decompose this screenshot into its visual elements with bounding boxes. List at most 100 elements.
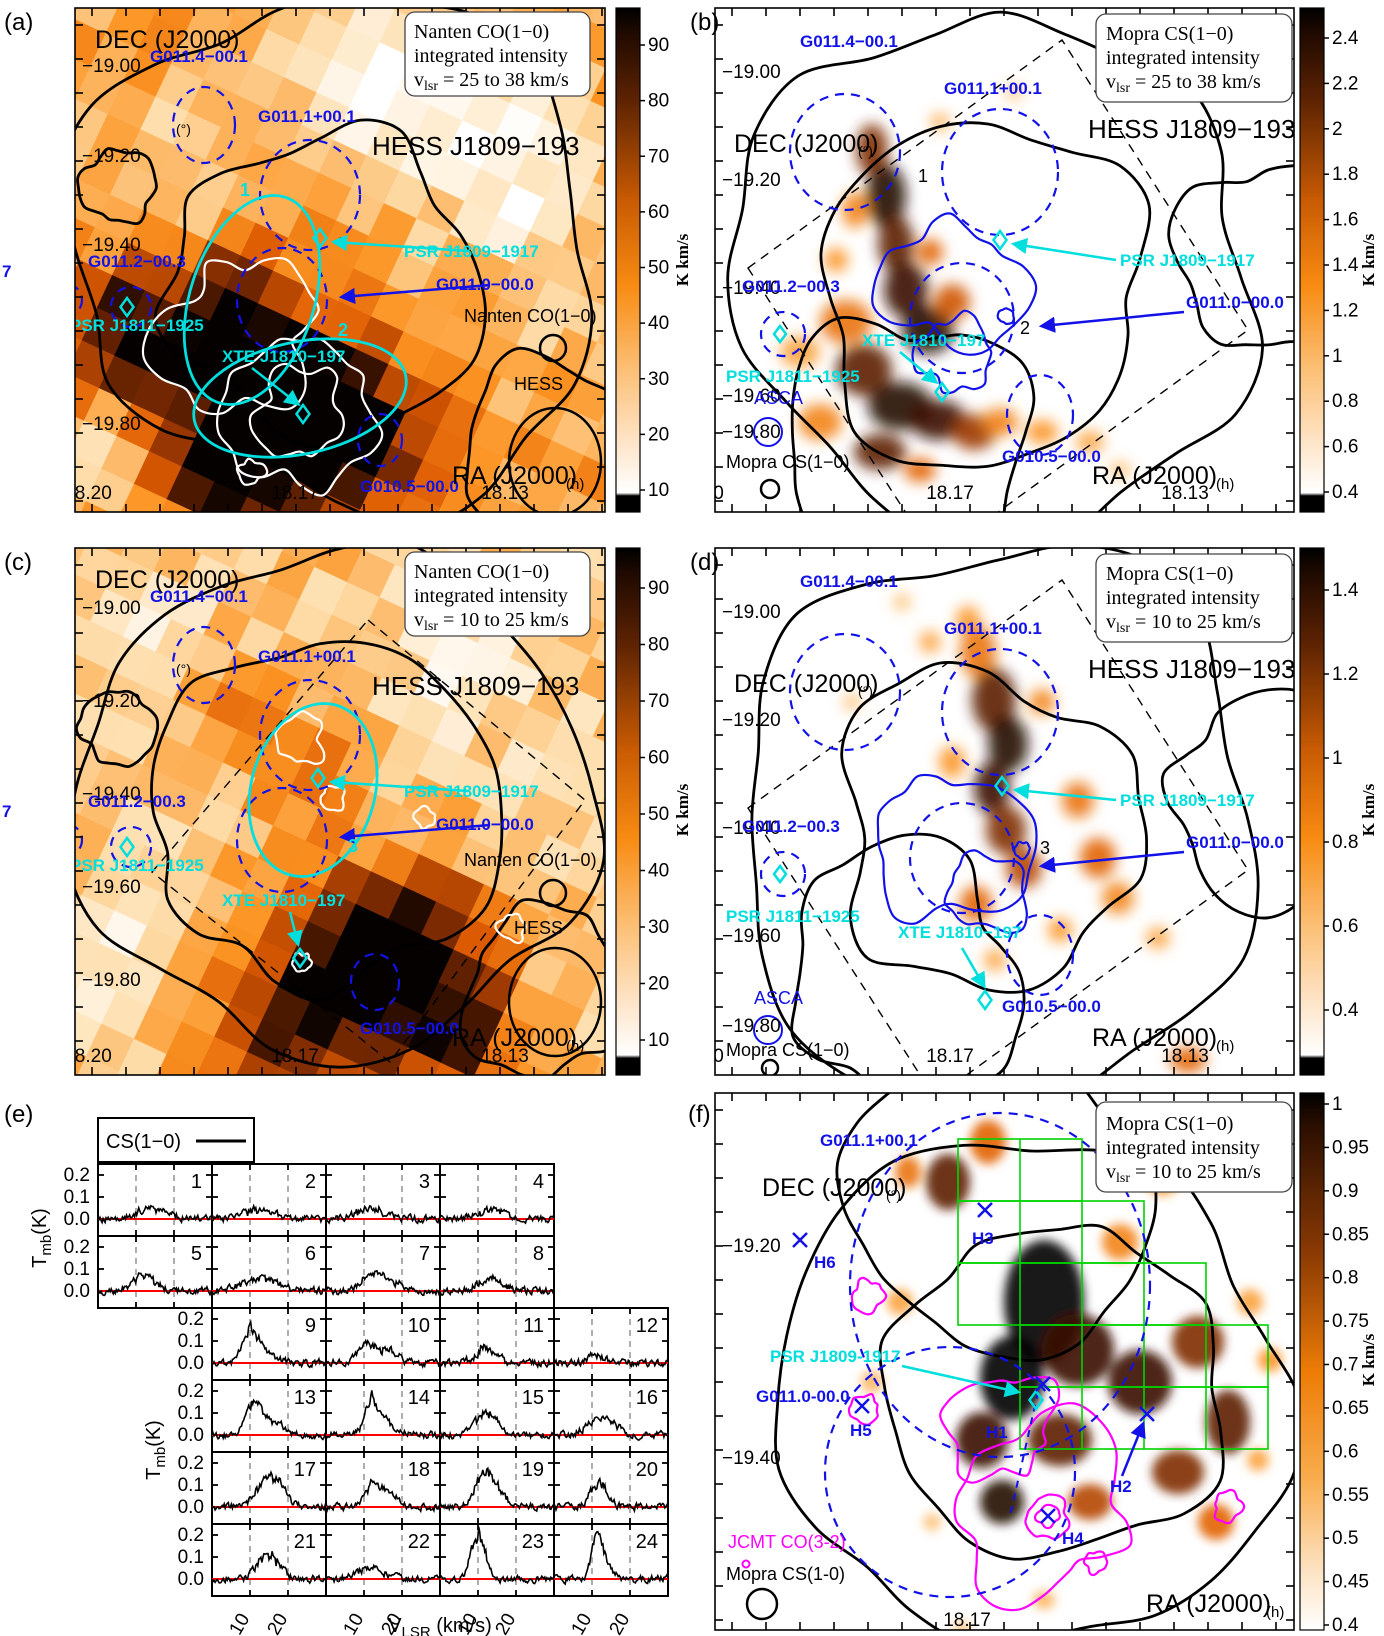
spectrum-line: [211, 1319, 327, 1369]
region-2: 2: [338, 320, 348, 340]
snr-circle-edge: [75, 825, 84, 855]
T-sub: mb: [38, 1235, 55, 1256]
ytick: −19.60: [722, 926, 781, 947]
e-ytick: 0.2: [178, 1525, 204, 1546]
colorbar-tick: 0.4: [1332, 1000, 1359, 1021]
spectrum-line: [325, 1390, 441, 1441]
plot-border-b: [714, 7, 1295, 513]
colorbar-tick: 70: [648, 691, 669, 712]
psr1809-marker: [993, 774, 1011, 798]
title-box-d: [1095, 553, 1293, 643]
contour: [871, 212, 1038, 356]
v-range: = 10 to 25 km/s: [1130, 1161, 1261, 1183]
spectrum-line: [439, 1408, 555, 1441]
dec-axis-label: DEC (J2000): [734, 670, 879, 698]
spectrum-line: [439, 1466, 555, 1513]
colorbar-tick: 0.5: [1332, 1528, 1358, 1549]
xtick: 18.13: [1161, 1046, 1209, 1067]
snr-circle-g0111: [258, 678, 362, 792]
e-ytick: 0.1: [64, 1187, 90, 1208]
hour-unit: (h): [1216, 1038, 1234, 1055]
mopra-beam-circle: [760, 1058, 780, 1075]
spectrum-line: [439, 1343, 555, 1370]
ytick: −19.00: [722, 602, 781, 623]
h2-arrow: [1120, 1420, 1146, 1477]
spectrum-number: 7: [419, 1243, 430, 1265]
plot-border-d: [714, 547, 1295, 1076]
g0105-label: G010.5−00.0: [360, 1019, 459, 1038]
cs-map-f: [861, 1120, 1282, 1630]
asca-label: ASCA: [754, 988, 803, 1008]
spectrum-number: 3: [419, 1171, 430, 1193]
spectrum-number: 1: [191, 1171, 202, 1193]
spectrum-number: 6: [305, 1243, 316, 1265]
ra-axis-label: RA (J2000): [1092, 1024, 1217, 1052]
v-range: = 10 to 25 km/s: [1130, 611, 1261, 633]
ytick: −19.20: [82, 691, 141, 712]
g0112-label: G011.2−00.3: [742, 277, 840, 296]
colorbar-ticks-c: 90 80 70 60 50 40 30 20 10: [640, 578, 669, 1051]
contour: [150, 640, 504, 1002]
cs-map-b: [780, 84, 1131, 482]
title-a-line1: Nanten CO(1−0): [414, 21, 549, 43]
g0110-label: G011.0-00.0: [756, 1387, 850, 1406]
g0110-arrow: [1038, 310, 1185, 333]
snr-circle-edge: [75, 285, 84, 315]
colorbar-tick: 1: [1332, 748, 1343, 769]
ytick: −19.80: [722, 422, 781, 443]
contour: [235, 457, 269, 486]
cloud-ellipse-3: [247, 702, 379, 878]
colorbar-tick: 10: [648, 1030, 669, 1051]
ra-axis-label: RA (J2000): [1092, 462, 1217, 490]
panel-b: DEC (J2000) (°) −19.00 −19.20 −19.40 −19…: [690, 7, 1378, 513]
T-sub: mb: [152, 1447, 169, 1468]
psr1811-marker: [118, 295, 136, 319]
v-sym: v: [1106, 71, 1116, 93]
nanten-beam-label: Nanten CO(1−0): [464, 306, 597, 326]
contour: [153, 118, 487, 449]
v-sub: lsr: [424, 619, 438, 634]
snr-circle-g0105: [1005, 373, 1075, 457]
psr1809-marker: [309, 766, 327, 790]
xte-label: XTE J1810−197: [222, 347, 345, 366]
colorbar-unit-c: K km/s: [673, 783, 692, 836]
colorbar-tick: 1: [1332, 346, 1343, 367]
V-sub: LSR: [402, 1624, 431, 1636]
v-sub: lsr: [424, 79, 438, 94]
contour: [790, 832, 1026, 1075]
colorbar-ticks-b: 2.4 2.2 2 1.8 1.6 1.4 1.2 1 0.8 0.6 0.4: [1324, 28, 1359, 503]
contour: [911, 309, 993, 395]
spectrum-number: 22: [408, 1531, 430, 1553]
g0110-label: G011.0−00.0: [436, 275, 534, 294]
spectrum-number: 13: [294, 1387, 316, 1409]
panel-e: (e) CS(1−0) 10.20.10.02 3 450.20.10.06 7 890…: [4, 1101, 669, 1636]
psr1809-arrow: [901, 1364, 1022, 1398]
ytick: −19.00: [82, 598, 141, 619]
psr1811-marker: [118, 835, 136, 859]
ytick: −19.20: [722, 710, 781, 731]
h2-cross: [1139, 1406, 1155, 1422]
v-sym: v: [414, 609, 424, 631]
g0112-label: G011.2−00.3: [742, 817, 840, 836]
asca-label: ASCA: [754, 388, 803, 408]
psr1809-arrow: [1012, 783, 1117, 802]
snr-circle-g0114: [171, 85, 237, 165]
v-sym: v: [1106, 1161, 1116, 1183]
ytick: −19.60: [722, 386, 781, 407]
colorbar-tick: 0.4: [1332, 482, 1359, 503]
hess-psf-circle: [507, 946, 603, 1058]
xtick: 18.13: [481, 483, 529, 504]
v-sub: lsr: [1116, 621, 1130, 636]
g0114-label: G011.4−00.1: [800, 32, 898, 51]
e-ytick: 0.0: [178, 1497, 204, 1518]
spectrum-number: 2: [305, 1171, 316, 1193]
panel-a: DEC (J2000) −19.00 −19.20 −19.40 −19.80 …: [2, 7, 692, 513]
hess-psf-circle: [507, 406, 603, 512]
V-sym: V: [388, 1615, 402, 1636]
psr1811-label: PSR J1811−1925: [70, 316, 204, 335]
contour: [1213, 1488, 1246, 1525]
e-ytick: 0.2: [178, 1381, 204, 1402]
panel-tag-a: (a): [4, 9, 33, 36]
edge-label-7: 7: [2, 262, 11, 281]
